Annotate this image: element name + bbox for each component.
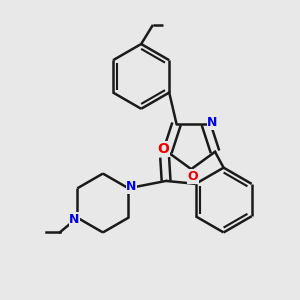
Text: N: N xyxy=(69,213,80,226)
Text: O: O xyxy=(188,170,198,183)
Text: N: N xyxy=(126,180,136,193)
Text: N: N xyxy=(156,144,166,157)
Text: N: N xyxy=(207,116,218,129)
Text: O: O xyxy=(157,142,169,155)
